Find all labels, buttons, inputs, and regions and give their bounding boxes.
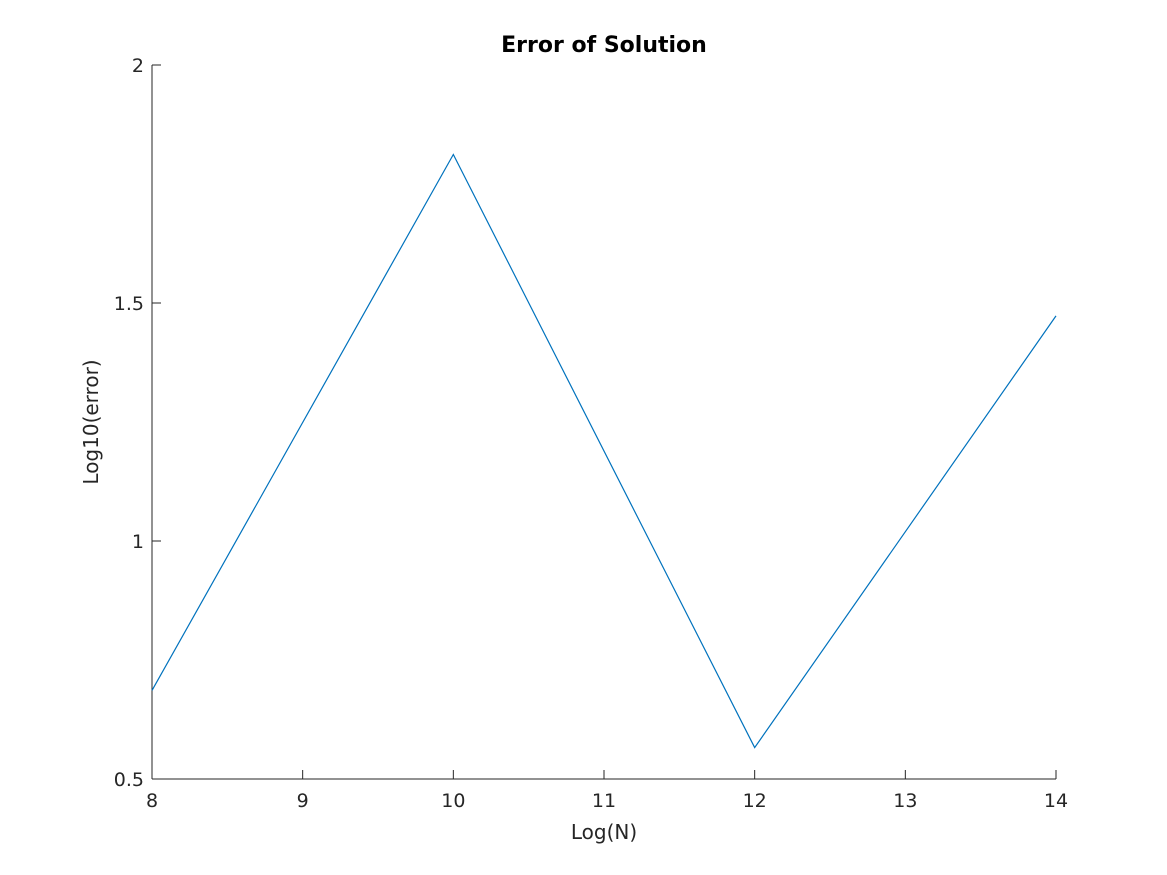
x-axis-label: Log(N): [571, 820, 637, 844]
x-tick-label: 9: [297, 790, 309, 812]
y-ticks: 0.5 1 1.5 2: [114, 55, 161, 791]
chart-title: Error of Solution: [501, 33, 707, 58]
y-tick-label: 1: [132, 531, 144, 553]
x-tick-label: 10: [441, 790, 465, 812]
x-tick-label: 11: [592, 790, 616, 812]
series-group: [151, 153, 1057, 749]
y-tick-label: 0.5: [114, 769, 144, 791]
x-ticks: 8 9 10 11 12 13 14: [146, 770, 1068, 812]
series-line: [151, 153, 1057, 749]
y-axis-label: Log10(error): [79, 359, 103, 484]
x-tick-label: 8: [146, 790, 158, 812]
y-tick-label: 2: [132, 55, 144, 77]
y-tick-label: 1.5: [114, 293, 144, 315]
x-tick-label: 13: [893, 790, 917, 812]
plot-area: 8 9 10 11 12 13 14 0.5 1 1.5 2: [114, 55, 1068, 812]
x-tick-label: 12: [743, 790, 767, 812]
x-tick-label: 14: [1044, 790, 1068, 812]
